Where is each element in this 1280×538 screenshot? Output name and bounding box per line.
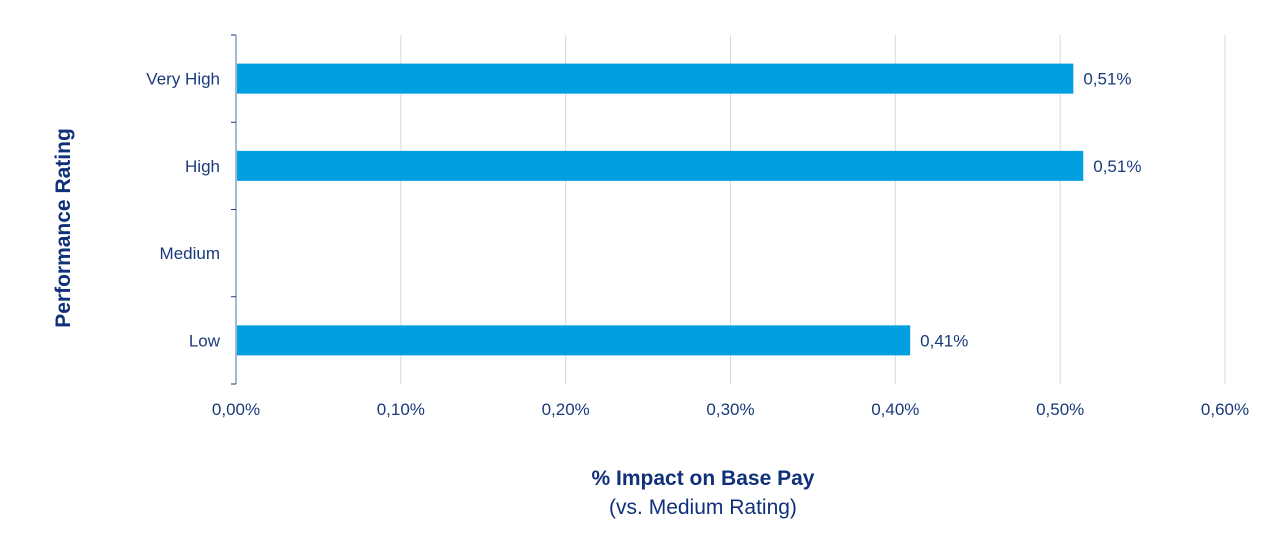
x-tick-label: 0,10% xyxy=(377,400,425,419)
data-label: 0,51% xyxy=(1093,157,1141,176)
x-tick-label: 0,40% xyxy=(871,400,919,419)
bar-very-high xyxy=(237,63,1074,94)
category-labels: Very High High Medium Low xyxy=(146,70,220,351)
data-label: 0,41% xyxy=(920,331,968,350)
y-axis xyxy=(231,34,237,385)
category-label: Low xyxy=(189,331,221,350)
x-axis-ticks: 0,00% 0,10% 0,20% 0,30% 0,40% 0,50% 0,60% xyxy=(212,400,1249,419)
category-label: Medium xyxy=(160,244,220,263)
category-label: Very High xyxy=(146,70,220,89)
x-tick-label: 0,50% xyxy=(1036,400,1084,419)
x-tick-label: 0,00% xyxy=(212,400,260,419)
x-tick-label: 0,20% xyxy=(542,400,590,419)
x-axis-title: % Impact on Base Pay xyxy=(592,467,815,490)
data-labels: 0,51% 0,51% 0,41% xyxy=(920,70,1141,351)
data-label: 0,51% xyxy=(1083,70,1131,89)
category-label: High xyxy=(185,157,220,176)
x-tick-label: 0,60% xyxy=(1201,400,1249,419)
x-axis-subtitle: (vs. Medium Rating) xyxy=(609,496,797,519)
bar-high xyxy=(237,150,1084,181)
bars xyxy=(237,63,1084,356)
x-tick-label: 0,30% xyxy=(706,400,754,419)
bar-low xyxy=(237,325,911,356)
y-axis-title: Performance Rating xyxy=(52,128,75,328)
